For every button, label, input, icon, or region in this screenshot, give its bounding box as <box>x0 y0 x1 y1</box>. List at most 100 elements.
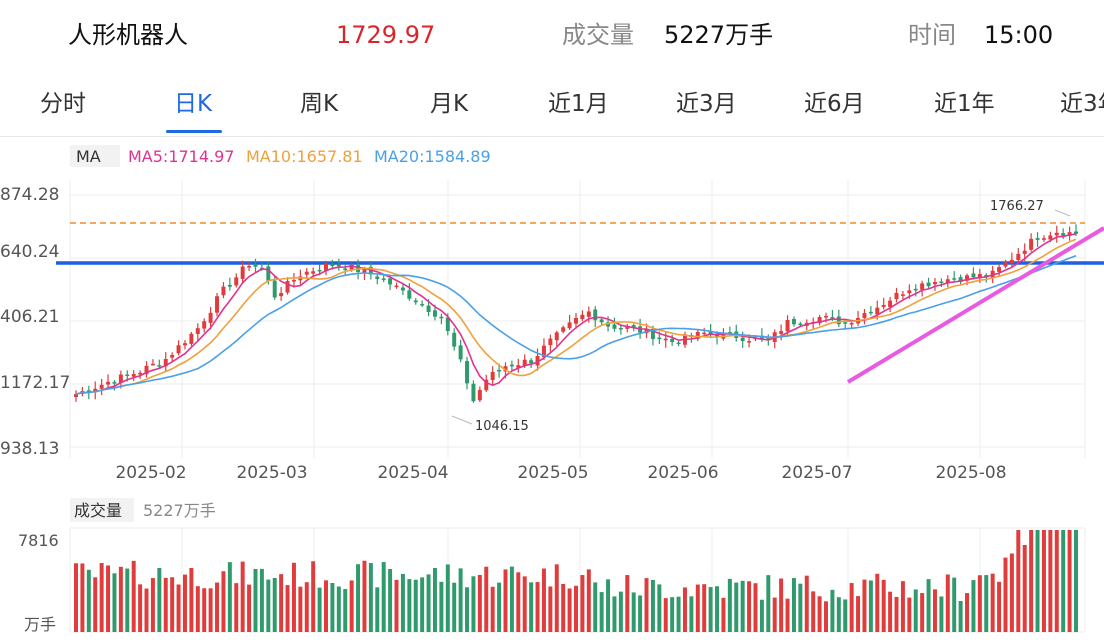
candle-body <box>503 366 508 372</box>
price-grid <box>69 180 1086 458</box>
volume-bar <box>721 597 726 632</box>
y-tick-label: 1172.17 <box>0 373 70 393</box>
volume-bar <box>586 569 591 632</box>
x-tick-label: 2025-08 <box>935 463 1006 483</box>
volume-bar <box>650 579 655 632</box>
volume-bar <box>791 578 796 632</box>
volume-bar <box>1048 530 1053 632</box>
tab-6-months[interactable]: 近6月 <box>804 91 865 117</box>
candle-body <box>189 333 194 344</box>
candle-body <box>824 315 828 318</box>
tab-1-year[interactable]: 近1年 <box>934 91 995 117</box>
candle-body <box>670 338 675 342</box>
volume-bar <box>490 586 495 632</box>
volume-bar <box>913 589 918 632</box>
current-price: 1729.97 <box>336 21 436 49</box>
volume-bar <box>881 579 886 632</box>
candle-body <box>439 316 444 319</box>
candle-body <box>349 264 354 270</box>
tab-3-years[interactable]: 近3年 <box>1060 91 1104 117</box>
volume-bar <box>150 578 155 632</box>
candle-body <box>234 277 239 286</box>
candle-body <box>272 280 277 298</box>
volume-bar <box>311 561 316 632</box>
candle-body <box>150 363 155 366</box>
volume-bar <box>247 584 252 632</box>
candle-body <box>708 331 713 335</box>
volume-bar <box>830 589 835 632</box>
volume-bar <box>676 596 681 632</box>
volume-bar <box>785 598 790 632</box>
candle-body <box>791 318 796 325</box>
candle-body <box>125 374 130 377</box>
tab-monthly-k[interactable]: 月K <box>430 91 469 117</box>
tab-1-month[interactable]: 近1月 <box>548 91 609 117</box>
volume-bar <box>182 574 187 632</box>
candle-body <box>843 322 848 324</box>
low-annotation: 1046.15 <box>475 419 529 434</box>
candle-body <box>509 364 514 367</box>
candle-body <box>952 278 957 280</box>
candle-body <box>465 361 470 384</box>
candle-body <box>291 280 296 282</box>
volume-bar <box>445 564 450 632</box>
volume-unit: 万手 <box>24 615 56 634</box>
trend-line[interactable] <box>846 226 1104 384</box>
candle-body <box>330 264 335 267</box>
volume-bar <box>394 579 399 632</box>
volume-bar <box>868 580 873 632</box>
volume-bar <box>208 588 213 632</box>
active-tab-indicator <box>166 130 222 133</box>
candle-body <box>311 271 316 274</box>
candle-body <box>548 338 553 346</box>
candle-body <box>932 281 937 285</box>
candle-body <box>958 277 963 282</box>
tab-3-months[interactable]: 近3月 <box>676 91 737 117</box>
volume-bar <box>849 583 854 632</box>
candle-body <box>676 342 681 345</box>
tab-intraday[interactable]: 分时 <box>40 91 86 117</box>
volume-y-tick: 7816 <box>18 531 59 550</box>
candle-body <box>561 327 566 332</box>
quote-header: 人形机器人 1729.97 成交量 5227万手 时间 15:00 <box>0 0 1104 70</box>
volume-bar <box>99 563 104 632</box>
volume-bar <box>356 564 361 632</box>
candle-body <box>836 316 841 325</box>
candle-body <box>381 278 386 280</box>
volume-bar <box>420 577 425 632</box>
candle-body <box>202 321 207 329</box>
candle-body <box>1035 238 1040 240</box>
volume-bar <box>638 595 643 632</box>
volume-bar <box>432 568 437 632</box>
volume-bar <box>516 572 521 632</box>
volume-bar <box>189 567 194 632</box>
volume-bar <box>1016 530 1021 632</box>
candle-body <box>574 317 578 324</box>
volume-bar <box>862 579 867 632</box>
ma5-line <box>75 233 1077 395</box>
candle-body <box>977 274 982 279</box>
volume-bar <box>580 575 585 632</box>
volume-bar <box>266 579 271 632</box>
candle-body <box>138 372 143 375</box>
volume-bar <box>458 568 463 632</box>
volume-bar <box>324 580 328 632</box>
volume-bar <box>279 574 284 632</box>
candle-body <box>606 322 611 327</box>
candle-body <box>266 266 271 281</box>
volume-bar <box>945 574 950 632</box>
tab-weekly-k[interactable]: 周K <box>300 91 339 117</box>
candle-body <box>817 316 822 324</box>
volume-bar <box>734 582 739 632</box>
candle-body <box>106 381 111 385</box>
candle-body <box>1029 238 1034 250</box>
volume-bar <box>900 581 905 632</box>
tab-daily-k[interactable]: 日K <box>174 91 213 117</box>
candle-body <box>862 313 867 318</box>
candle-body <box>1022 250 1027 254</box>
volume-bar <box>215 582 220 632</box>
candle-body <box>343 268 348 271</box>
volume-bar <box>291 562 296 632</box>
volume-bar <box>227 562 232 632</box>
